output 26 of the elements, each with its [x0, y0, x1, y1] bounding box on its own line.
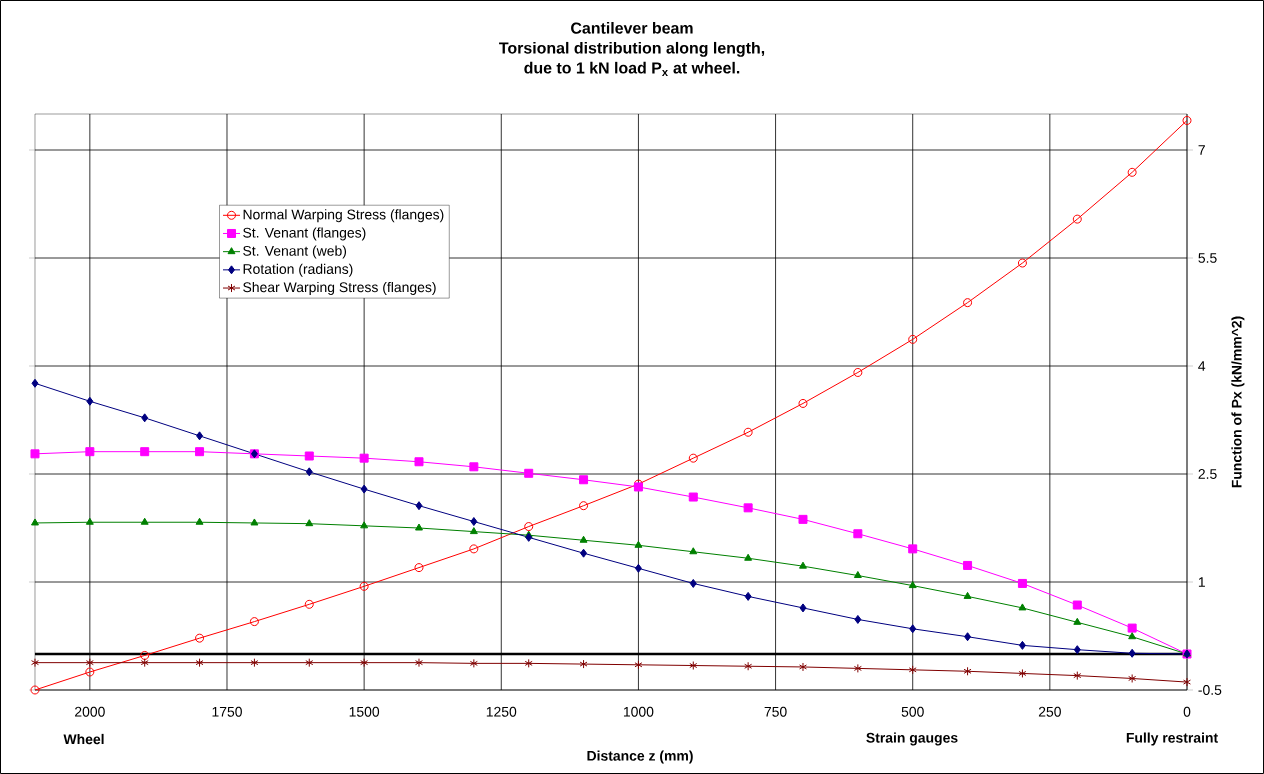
y-tick-label: 5.5: [1198, 253, 1217, 263]
legend-label: Rotation (radians): [243, 263, 353, 277]
chart-title: Cantilever beam Torsional distribution along length, due to 1 kN load P$_{x}$ at wheel.: [499, 22, 765, 76]
x-tick-label: 1000: [623, 706, 654, 717]
y-tick-label: -0.5: [1198, 685, 1222, 695]
legend-label: Normal Warping Stress (flanges): [243, 209, 444, 223]
x-tick-label: 1250: [486, 706, 517, 717]
y-axis-title: Function of Px (kN/mm^2): [1231, 316, 1245, 488]
x-tick-label: 2000: [75, 706, 105, 717]
x-tick-label: 0: [1183, 706, 1191, 717]
legend-label: St. Venant (flanges): [243, 227, 366, 241]
y-tick-label: 7: [1198, 145, 1205, 155]
legend-label: St. Venant (web): [243, 245, 347, 259]
text: Fully restraint: [1126, 732, 1218, 746]
x-axis-title: Distance z (mm): [587, 750, 693, 764]
legend-label: Shear Warping Stress (flanges): [243, 281, 436, 295]
x-tick-label: 250: [1038, 706, 1061, 717]
x-tick-label: 1750: [212, 706, 242, 717]
y-tick-label: 1: [1198, 577, 1205, 587]
text: Strain gauges: [866, 732, 958, 746]
y-tick-label: 2.5: [1198, 469, 1217, 479]
x-tick-label: 750: [764, 706, 787, 717]
x-tick-label: 1500: [349, 706, 380, 717]
y-tick-label: 4: [1198, 361, 1206, 371]
text: Wheel: [63, 733, 104, 745]
x-tick-label: 500: [901, 706, 924, 717]
